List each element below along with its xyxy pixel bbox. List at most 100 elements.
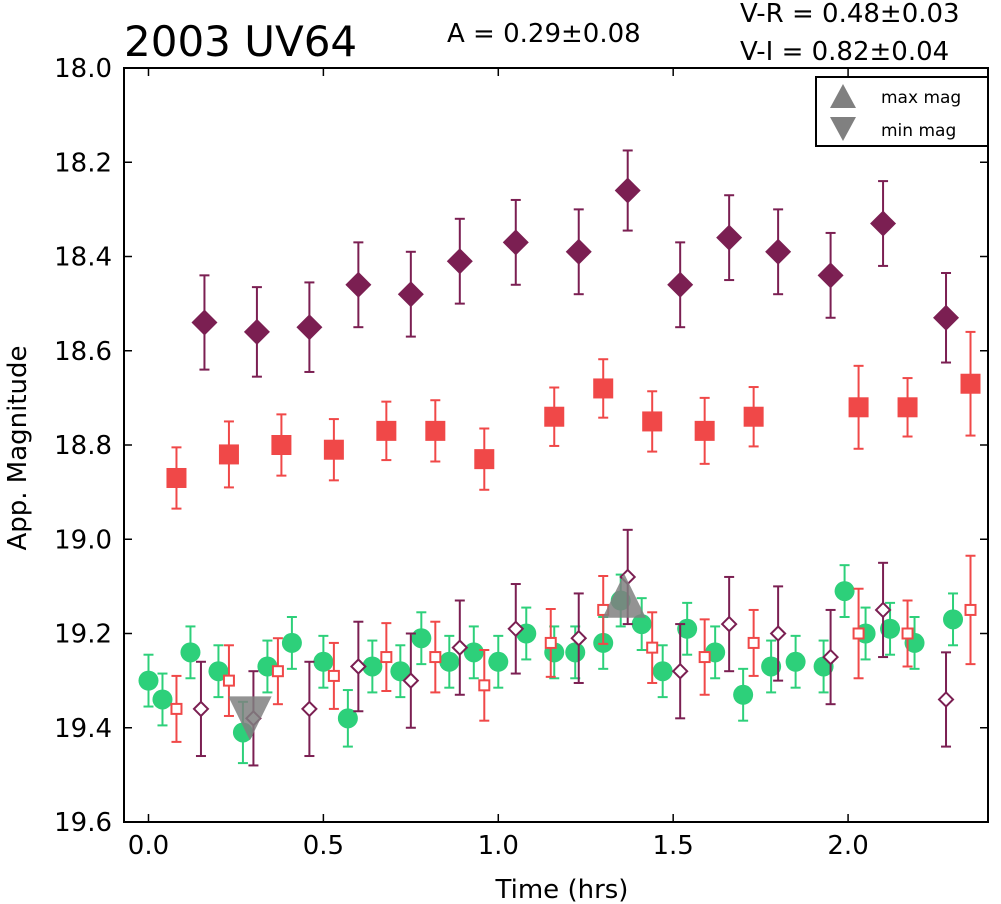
color-vi-annotation: V-I = 0.82±0.04 (740, 37, 949, 67)
legend-max-mag-icon (830, 84, 856, 108)
data-point (222, 674, 235, 687)
y-tick-label: 18.6 (54, 337, 112, 367)
x-tick-label: 1.5 (653, 831, 694, 861)
data-point (822, 648, 840, 666)
data-point (565, 238, 592, 265)
data-point (451, 639, 469, 657)
data-point (848, 397, 869, 418)
data-point (345, 271, 372, 298)
data-point (769, 625, 787, 642)
data-point (667, 271, 694, 298)
color-vr-annotation: V-R = 0.48±0.03 (740, 0, 960, 29)
data-point (138, 670, 159, 691)
data-point (785, 651, 806, 672)
data-point (323, 439, 344, 460)
data-point (439, 651, 460, 672)
data-point (646, 641, 659, 654)
series-group (191, 149, 960, 378)
data-point (191, 309, 218, 336)
max-mag-marker (602, 573, 646, 618)
data-point (874, 601, 892, 619)
data-point (429, 651, 442, 664)
legend-min-mag-label: min mag (881, 121, 956, 141)
data-point (743, 406, 764, 427)
data-point (933, 304, 960, 331)
x-axis-label: Time (hrs) (495, 875, 629, 904)
chart-title: 2003 UV64 (124, 17, 357, 66)
data-point (337, 708, 358, 729)
axis-ticks: 0.0 0.5 1.0 1.5 2.0 18.0 18.2 18.4 18.6 18.8 19.0 1… (54, 54, 988, 861)
data-point (698, 651, 711, 664)
series-group (170, 554, 977, 743)
data-point (170, 702, 183, 715)
data-point (402, 672, 420, 690)
data-point (327, 669, 340, 682)
data-point (502, 229, 529, 256)
x-tick-label: 0.0 (128, 831, 169, 861)
data-point (271, 435, 292, 455)
data-point (397, 281, 424, 308)
series-group (138, 564, 964, 765)
data-point (716, 224, 743, 251)
data-point (411, 628, 432, 649)
data-point (765, 238, 792, 265)
data-point (281, 632, 302, 653)
data-point (897, 397, 918, 418)
data-point (614, 177, 641, 204)
min-mag-marker (228, 696, 272, 741)
data-point (192, 700, 210, 718)
data-point (313, 651, 334, 672)
y-tick-label: 18.8 (54, 431, 112, 461)
data-point (817, 262, 844, 289)
data-point (593, 378, 614, 399)
data-point (880, 618, 901, 639)
legend: max mag min mag (815, 76, 989, 147)
series-group (192, 528, 955, 767)
data-point (652, 661, 673, 682)
data-point (720, 615, 738, 633)
data-point (544, 406, 565, 427)
data-point (362, 656, 383, 677)
data-point (425, 420, 446, 441)
legend-min-mag-icon (830, 117, 856, 141)
data-point (747, 636, 760, 649)
y-tick-label: 19.4 (54, 714, 112, 744)
x-tick-label: 2.0 (827, 831, 868, 861)
data-point (478, 679, 491, 692)
data-point (565, 642, 586, 663)
data-point (218, 444, 239, 465)
legend-max-mag-label: max mag (881, 88, 961, 108)
y-tick-label: 18.4 (54, 243, 112, 273)
data-point (834, 581, 855, 602)
data-point (152, 689, 173, 710)
data-point (507, 620, 525, 638)
data-point (166, 467, 187, 488)
data-point (544, 636, 557, 649)
x-tick-label: 1.0 (478, 831, 519, 861)
data-point (349, 658, 367, 675)
data-point (463, 642, 484, 663)
data-point (180, 642, 201, 663)
data-point (964, 603, 977, 616)
y-tick-label: 19.6 (54, 808, 112, 838)
data-point (380, 651, 393, 664)
data-point (642, 411, 663, 432)
data-point (694, 420, 715, 441)
data-point (474, 449, 495, 470)
y-tick-label: 19.0 (54, 525, 112, 555)
data-point (243, 318, 270, 345)
amplitude-annotation: A = 0.29±0.08 (447, 19, 641, 49)
data-point (446, 248, 473, 275)
data-point (852, 627, 865, 640)
data-point (901, 627, 914, 640)
series-group (166, 330, 981, 510)
y-tick-label: 18.0 (54, 54, 112, 84)
data-point (296, 314, 323, 341)
data-point (570, 629, 588, 647)
data-marks (138, 149, 981, 767)
data-point (300, 700, 318, 718)
data-point (960, 373, 981, 394)
data-point (943, 609, 964, 630)
data-point (631, 614, 652, 635)
